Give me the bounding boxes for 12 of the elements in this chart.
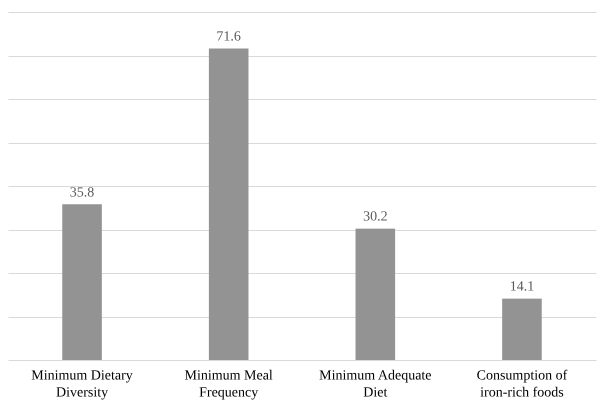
- data-label: 71.6: [216, 30, 241, 45]
- data-label: 30.2: [363, 210, 388, 225]
- x-tick-label: Minimum Adequate Diet: [319, 368, 432, 400]
- data-label: 14.1: [510, 280, 534, 295]
- bar: [356, 228, 396, 360]
- x-tick-label: Minimum Dietary Diversity: [31, 368, 133, 400]
- bar: [62, 204, 102, 360]
- data-label: 35.8: [70, 185, 94, 200]
- bar: [502, 298, 542, 360]
- x-tick-label: Minimum Meal Frequency: [184, 368, 273, 400]
- bar: [208, 48, 248, 360]
- x-tick-label: Consumption of iron-rich foods: [476, 368, 568, 400]
